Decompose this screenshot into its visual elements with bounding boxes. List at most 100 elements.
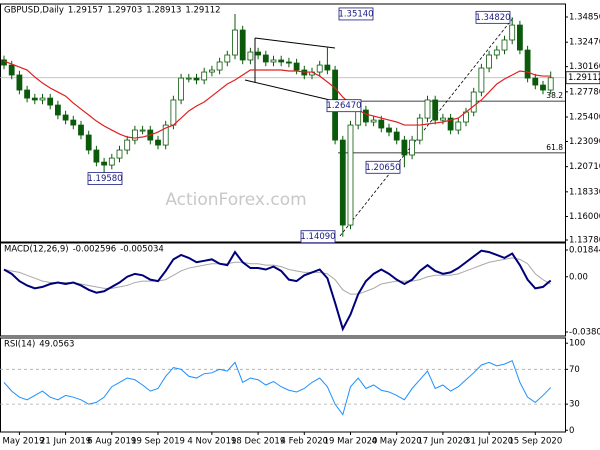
indicator-line	[3, 249, 552, 332]
candle-body	[370, 119, 377, 123]
candle-body	[517, 24, 523, 51]
y-tick-label: 0.00	[569, 272, 588, 282]
x-tick-label: 4 Nov 2019	[187, 437, 236, 447]
annotation-label: 1.20650	[365, 163, 400, 173]
candle-body	[424, 99, 431, 119]
candle-body	[116, 149, 123, 159]
panel-title: MACD(12,26,9)	[4, 245, 69, 255]
candle-body	[470, 91, 477, 113]
annotation-label: 1.19580	[87, 174, 122, 184]
candle-body	[208, 69, 215, 73]
candle-body	[493, 49, 500, 56]
quote-value: 1.29157	[68, 6, 103, 16]
annotation-box	[326, 99, 362, 113]
y-tick-label: -0.038095	[569, 328, 600, 338]
x-tick-label: 31 Jul 2020	[465, 437, 513, 447]
candle-body	[193, 77, 200, 81]
candle-body	[285, 61, 292, 64]
candle-body	[139, 129, 146, 132]
candle-body	[16, 74, 23, 91]
candle-body	[355, 109, 362, 126]
fib-label: 61.8	[546, 143, 563, 152]
candle-body	[547, 77, 554, 91]
x-tick-label: 4 May 2020	[372, 437, 422, 447]
candle-body	[201, 71, 208, 81]
panel-title: GBPUSD,Daily	[4, 6, 64, 16]
indicator-line	[3, 257, 551, 295]
candle-body	[124, 139, 131, 151]
candle-body	[39, 97, 46, 101]
trendline	[254, 37, 336, 49]
panel-title: RSI(14)	[4, 340, 35, 350]
y-tick-label: 1.13780	[569, 235, 600, 245]
candle-body	[239, 29, 246, 61]
annotation-box	[365, 160, 401, 174]
candle-body	[316, 64, 323, 73]
candle-body	[540, 84, 546, 91]
fib-trend	[339, 17, 514, 237]
moving-average	[3, 60, 551, 139]
candle-body	[31, 97, 38, 101]
annotation-box	[475, 10, 511, 24]
x-tick-label: 19 Sep 2019	[131, 437, 185, 447]
annotation-box	[338, 7, 374, 21]
annotation-label: 1.34820	[475, 13, 510, 23]
annotation-label: 1.35140	[338, 9, 373, 19]
candle-body	[55, 104, 61, 116]
trendline	[244, 79, 331, 101]
panel-frame	[0, 242, 566, 337]
y-tick-label: 1.25400	[569, 113, 600, 123]
x-tick-label: 15 Sep 2020	[508, 437, 562, 447]
candle-body	[78, 124, 84, 136]
annotation-box	[87, 172, 123, 186]
candle-body	[24, 89, 31, 99]
candle-body	[170, 99, 177, 126]
x-tick-label: 21 Jun 2019	[40, 437, 91, 447]
candle-body	[224, 54, 231, 63]
panel-frame	[0, 337, 566, 433]
candle-body	[108, 157, 115, 166]
watermark: ActionForex.com	[165, 190, 306, 210]
x-tick-label: 8 May 2019	[0, 437, 44, 447]
y-tick-label: 0	[569, 426, 574, 436]
y-tick-label: 1.20710	[569, 162, 600, 172]
y-tick-label: 100	[569, 339, 585, 349]
candle-body	[378, 119, 385, 129]
y-tick-label: 1.16000	[569, 212, 600, 222]
y-tick-label: 1.32470	[569, 38, 600, 48]
candle-body	[216, 61, 223, 71]
candle-body	[85, 134, 92, 151]
y-tick-label: 1.30160	[569, 62, 600, 72]
candle-body	[70, 119, 77, 126]
candle-body	[532, 77, 539, 86]
annotation-label: 1.14090	[300, 232, 335, 242]
y-tick-label: 1.18330	[569, 187, 600, 197]
y-tick-label: 0.018442	[569, 246, 600, 256]
candle-body	[362, 109, 369, 123]
x-tick-label: 19 Mar 2020	[324, 437, 378, 447]
indicator-value: -0.002596	[73, 245, 117, 255]
candle-body	[432, 99, 439, 121]
candle-body	[324, 64, 331, 71]
candle-body	[478, 67, 485, 93]
x-tick-label: 6 Aug 2019	[87, 437, 136, 447]
indicator-value: 49.0563	[39, 340, 74, 350]
candle-body	[1, 59, 7, 66]
candle-body	[155, 139, 161, 146]
candle-body	[293, 62, 300, 71]
price-box	[565, 71, 600, 85]
candle-body	[8, 64, 15, 76]
candle-body	[486, 54, 493, 69]
candle-body	[232, 29, 238, 56]
candle-body	[501, 39, 508, 51]
candle-body	[393, 131, 400, 141]
candle-body	[101, 161, 107, 166]
candle-body	[524, 49, 531, 79]
y-tick-label: 70	[569, 365, 580, 375]
indicator-value: -0.005034	[120, 245, 164, 255]
quote-value: 1.29112	[185, 6, 220, 16]
x-tick-label: 17 Jun 2020	[417, 437, 468, 447]
candle-body	[255, 51, 262, 56]
candle-body	[162, 124, 169, 146]
